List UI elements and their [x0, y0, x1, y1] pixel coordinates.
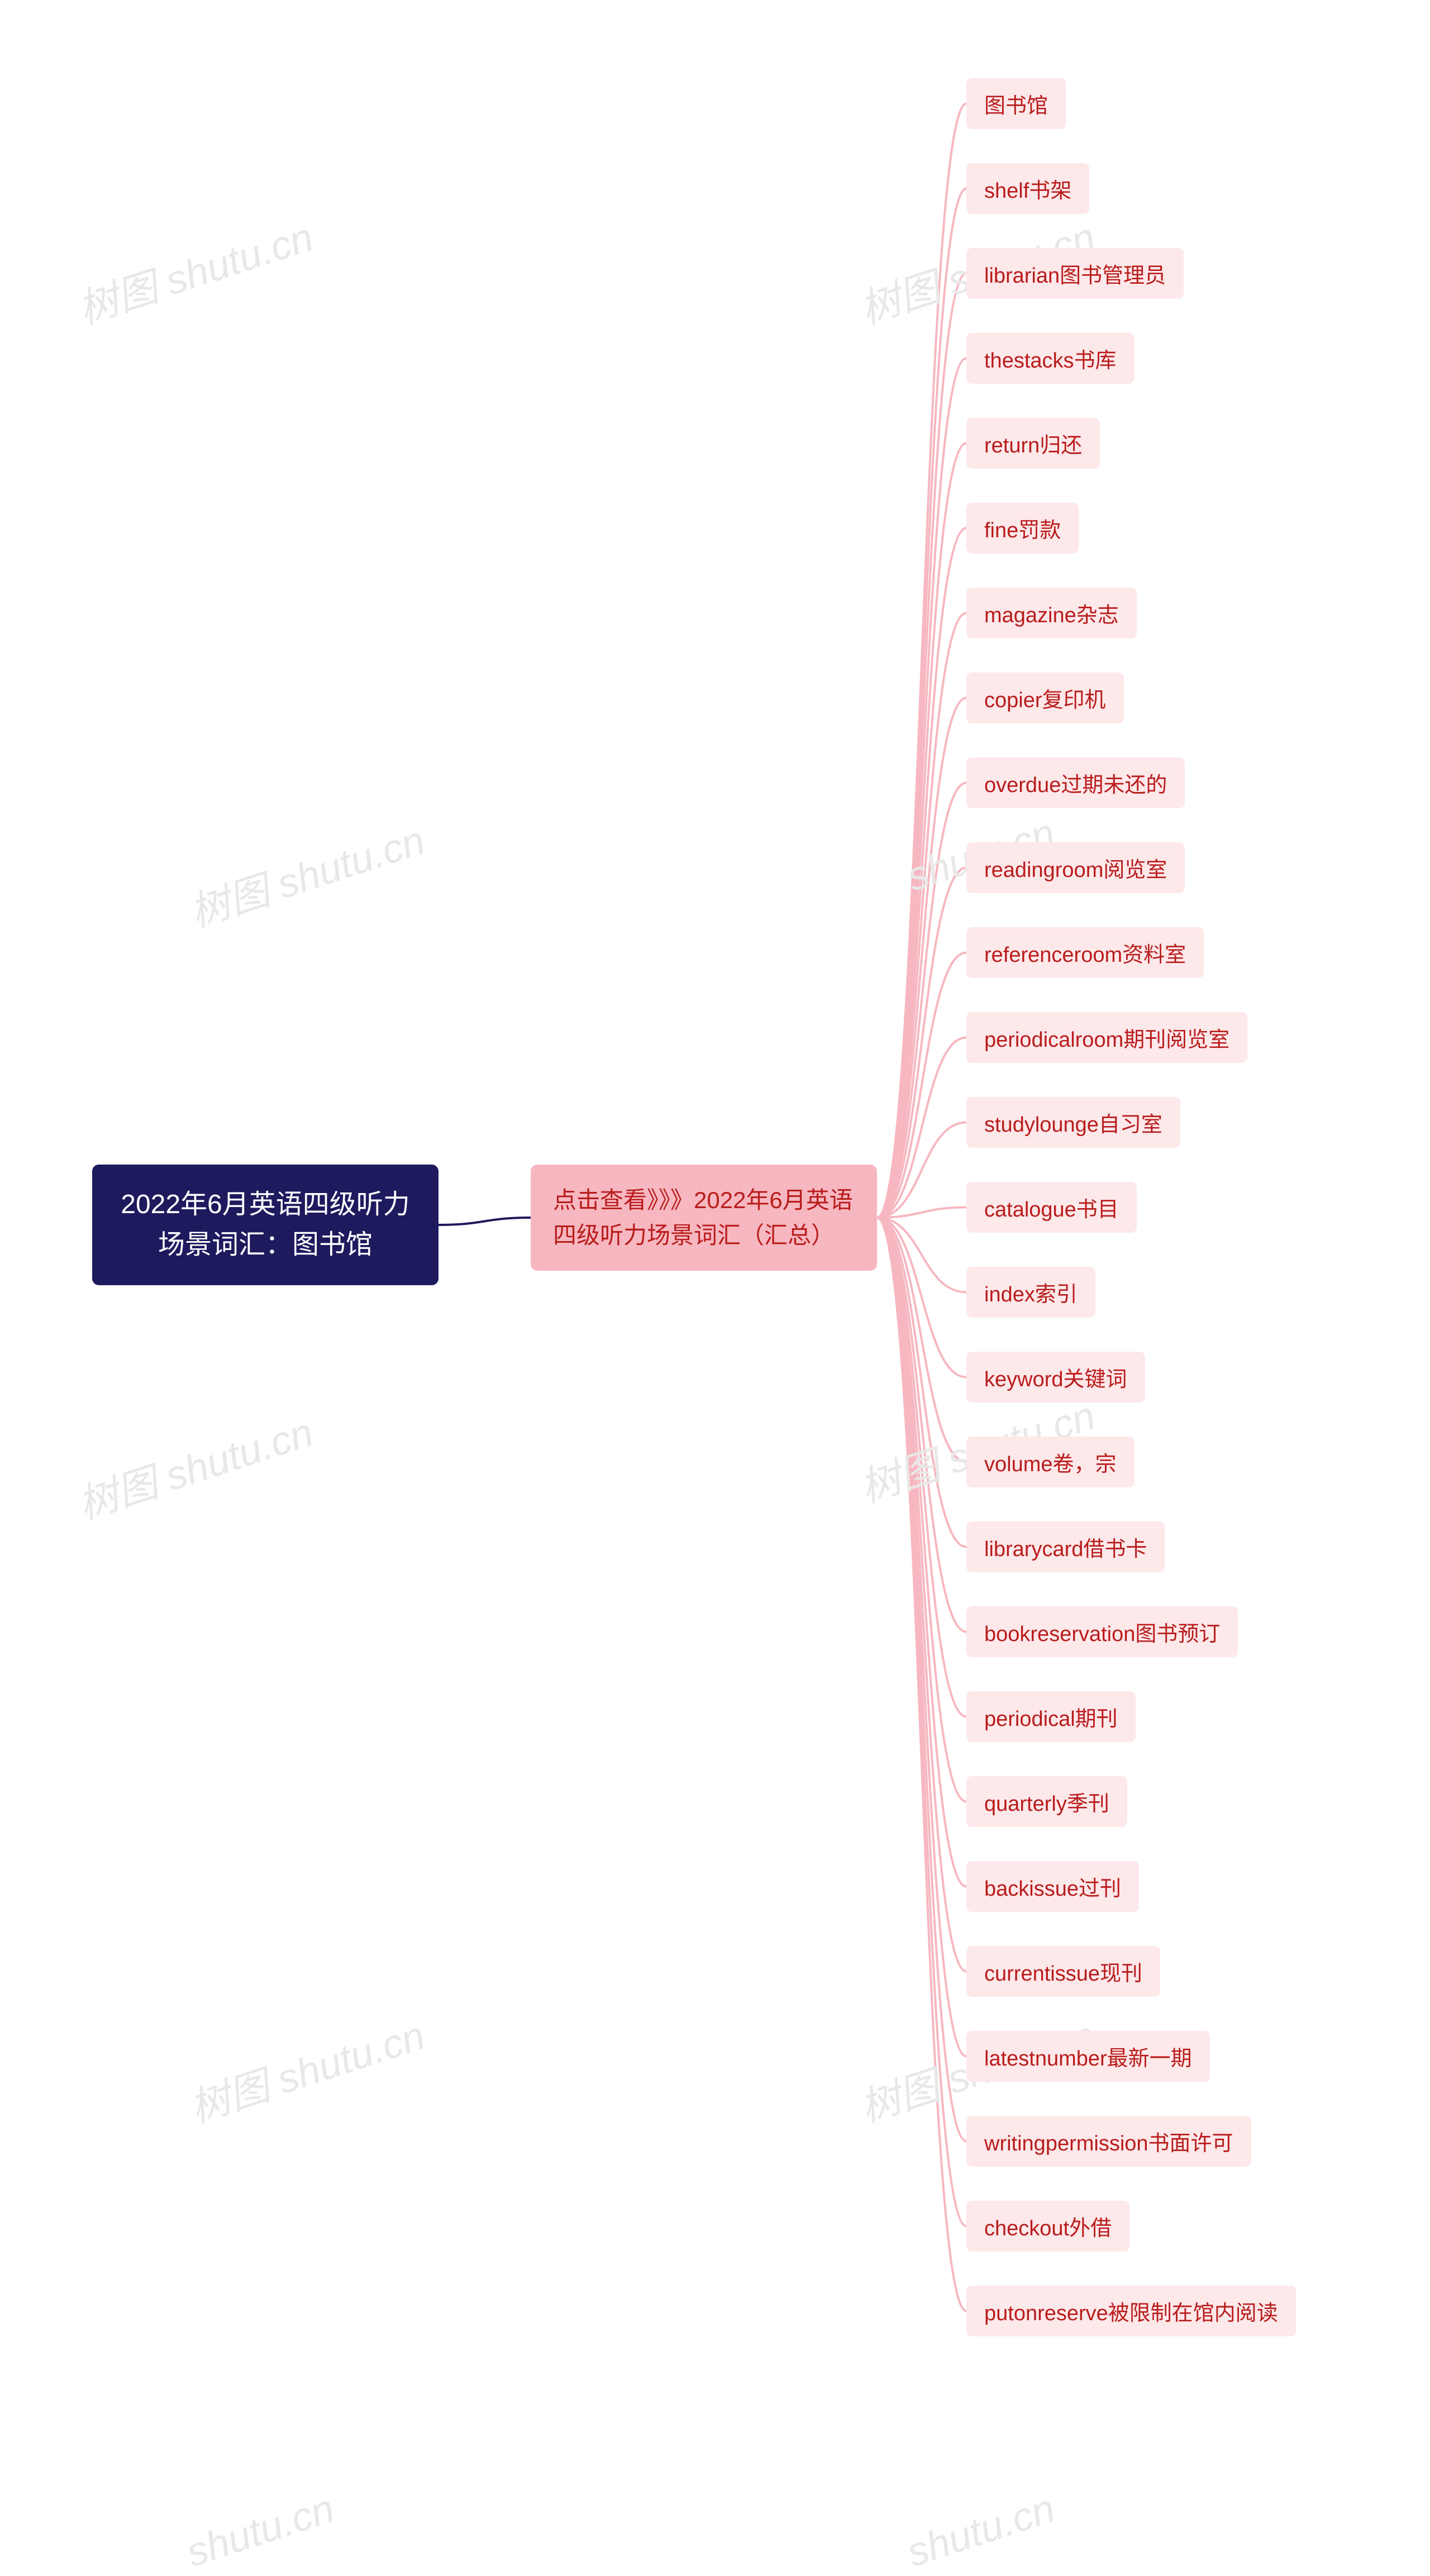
leaf-node[interactable]: referenceroom资料室 — [966, 927, 1204, 978]
leaf-node[interactable]: shelf书架 — [966, 163, 1089, 214]
leaf-node[interactable]: latestnumber最新一期 — [966, 2031, 1210, 2082]
leaf-node[interactable]: quarterly季刊 — [966, 1776, 1127, 1827]
leaf-node[interactable]: putonreserve被限制在馆内阅读 — [966, 2286, 1296, 2336]
watermark: 树图 shutu.cn — [69, 204, 319, 335]
leaf-node[interactable]: magazine杂志 — [966, 588, 1137, 638]
leaf-node[interactable]: fine罚款 — [966, 503, 1079, 554]
watermark: 树图 shutu.cn — [69, 1399, 319, 1530]
branch-node[interactable]: 点击查看》》》2022年6月英语四级听力场景词汇（汇总） — [531, 1165, 877, 1271]
leaf-node[interactable]: return归还 — [966, 418, 1100, 469]
leaf-node[interactable]: writingpermission书面许可 — [966, 2116, 1251, 2167]
leaf-node[interactable]: overdue过期未还的 — [966, 757, 1185, 808]
leaf-node[interactable]: librarian图书管理员 — [966, 248, 1184, 299]
leaf-node[interactable]: catalogue书目 — [966, 1182, 1137, 1233]
leaf-node[interactable]: index索引 — [966, 1267, 1095, 1318]
leaf-node[interactable]: readingroom阅览室 — [966, 842, 1185, 893]
watermark: shutu.cn — [902, 2486, 1060, 2576]
leaf-node[interactable]: 图书馆 — [966, 78, 1066, 129]
leaf-node[interactable]: keyword关键词 — [966, 1352, 1145, 1403]
mindmap-container: 树图 shutu.cn树图 shutu.cn树图 shutu.cnshutu.c… — [0, 0, 1430, 2551]
leaf-node[interactable]: librarycard借书卡 — [966, 1521, 1165, 1572]
leaf-node[interactable]: currentissue现刊 — [966, 1946, 1160, 1997]
root-node[interactable]: 2022年6月英语四级听力场景词汇：图书馆 — [92, 1165, 438, 1285]
watermark: 树图 shutu.cn — [181, 807, 431, 938]
leaf-node[interactable]: bookreservation图书预订 — [966, 1606, 1238, 1657]
watermark: shutu.cn — [181, 2486, 340, 2576]
leaf-node[interactable]: studylounge自习室 — [966, 1097, 1180, 1148]
leaf-node[interactable]: thestacks书库 — [966, 333, 1135, 384]
leaf-node[interactable]: checkout外借 — [966, 2201, 1129, 2251]
leaf-node[interactable]: copier复印机 — [966, 672, 1124, 723]
leaf-node[interactable]: periodicalroom期刊阅览室 — [966, 1012, 1247, 1063]
leaf-node[interactable]: periodical期刊 — [966, 1691, 1136, 1742]
leaf-node[interactable]: volume卷，宗 — [966, 1437, 1135, 1487]
leaf-node[interactable]: backissue过刊 — [966, 1861, 1139, 1912]
watermark: 树图 shutu.cn — [181, 2002, 431, 2134]
